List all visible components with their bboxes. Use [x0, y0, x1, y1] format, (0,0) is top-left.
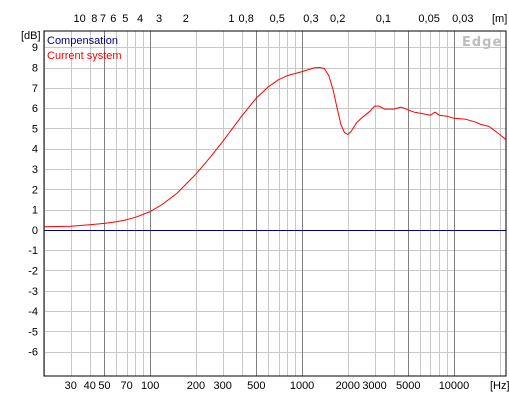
top-tick-label: 8 [91, 13, 97, 25]
x-tick-label: 5000 [396, 380, 420, 392]
top-tick-label: 6 [110, 13, 116, 25]
y-tick-label: 3 [32, 164, 38, 176]
top-axis-ticks: 10 8 7 6 5 4 3 2 1 0,8 0,5 0,3 0,2 0,1 0,05 0,03 [73, 13, 473, 25]
y-tick-label: 2 [32, 184, 38, 196]
x-tick-label: 70 [121, 380, 133, 392]
y-axis-ticks: 9 8 7 6 5 4 3 2 1 0 -1 -2 -3 -4 -5 -6 [28, 42, 38, 358]
y-tick-label: -6 [28, 347, 38, 359]
y-unit-label: [dB] [21, 30, 41, 42]
x-tick-label: 50 [98, 380, 110, 392]
x-tick-label: 500 [247, 380, 265, 392]
x-tick-label: 100 [141, 380, 159, 392]
plot-frame [43, 30, 507, 377]
y-tick-label: -2 [28, 265, 38, 277]
top-tick-label: 2 [183, 13, 189, 25]
top-tick-label: 0,05 [418, 13, 439, 25]
top-tick-label: 0,8 [239, 13, 254, 25]
y-tick-label: 4 [32, 144, 38, 156]
y-tick-label: 6 [32, 103, 38, 115]
y-tick-label: 5 [32, 123, 38, 135]
y-tick-label: 1 [32, 205, 38, 217]
x-tick-label: 1000 [290, 380, 314, 392]
current-system-series [43, 67, 507, 228]
legend-compensation: Compensation [47, 35, 118, 47]
legend-current-system: Current system [47, 50, 122, 62]
x-unit-label: [Hz] [490, 380, 509, 392]
current-system-line [43, 67, 507, 228]
top-tick-label: 7 [100, 13, 106, 25]
x-tick-label: 30 [65, 380, 77, 392]
y-tick-label: -3 [28, 286, 38, 298]
x-tick-label: 40 [84, 380, 96, 392]
top-tick-label: 4 [137, 13, 143, 25]
x-axis-ticks: 30 40 50 70 100 200 300 500 1000 2000 3000 5000 1000… [65, 380, 470, 392]
y-tick-label: -5 [28, 326, 38, 338]
x-tick-label: 2000 [336, 380, 360, 392]
x-tick-label: 200 [187, 380, 205, 392]
top-tick-label: 0,1 [376, 13, 391, 25]
top-tick-label: 0,3 [303, 13, 318, 25]
top-tick-label: 10 [73, 13, 85, 25]
top-tick-label: 0,2 [330, 13, 345, 25]
y-tick-label: -4 [28, 306, 38, 318]
x-tick-label: 300 [213, 380, 231, 392]
y-tick-label: 8 [32, 63, 38, 75]
y-tick-label: -1 [28, 245, 38, 257]
top-tick-label: 3 [156, 13, 162, 25]
top-unit-label: [m] [492, 13, 507, 25]
y-tick-label: 9 [32, 42, 38, 54]
edge-watermark: Edge [462, 35, 502, 50]
top-tick-label: 0,5 [270, 13, 285, 25]
top-tick-label: 5 [122, 13, 128, 25]
y-tick-label: 0 [32, 225, 38, 237]
y-tick-label: 7 [32, 83, 38, 95]
top-tick-label: 0,03 [452, 13, 473, 25]
x-tick-label: 10000 [439, 380, 470, 392]
x-tick-label: 3000 [362, 380, 386, 392]
top-tick-label: 1 [228, 13, 234, 25]
